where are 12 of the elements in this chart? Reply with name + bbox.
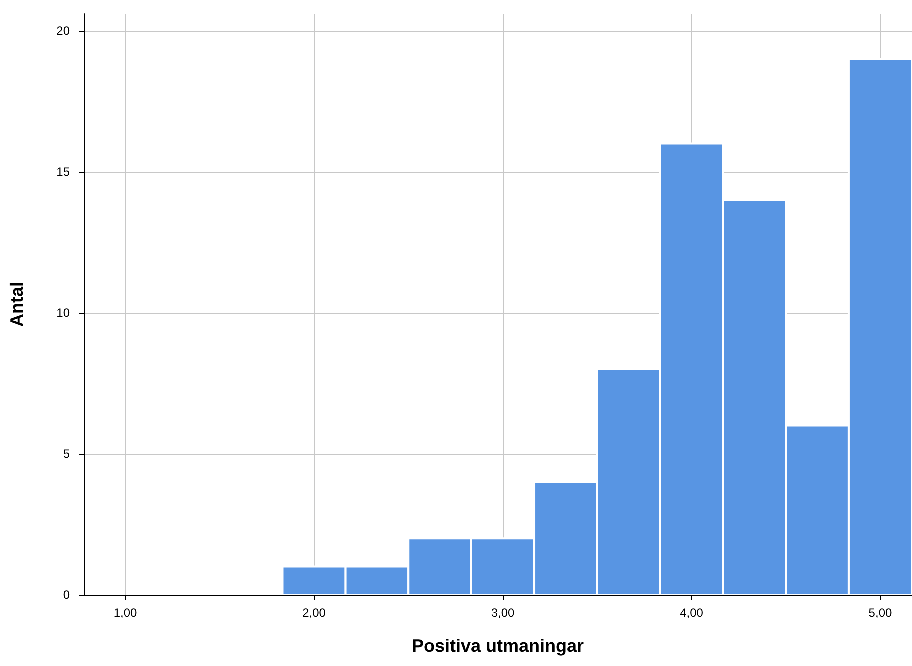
y-tick-label: 15 [56,164,70,179]
x-tick-label: 3,00 [491,606,516,620]
x-tick-label: 5,00 [868,606,892,620]
x-tick-label: 1,00 [114,606,138,620]
y-tick-label: 5 [63,446,70,461]
x-tick-label: 2,00 [302,606,326,620]
x-tick-label: 4,00 [680,606,704,620]
y-axis-title: Antal [7,282,27,327]
x-axis-title: Positiva utmaningar [412,636,584,656]
y-tick-label: 0 [63,588,70,602]
y-tick-label: 20 [56,24,70,38]
y-tick-label: 10 [56,306,70,320]
